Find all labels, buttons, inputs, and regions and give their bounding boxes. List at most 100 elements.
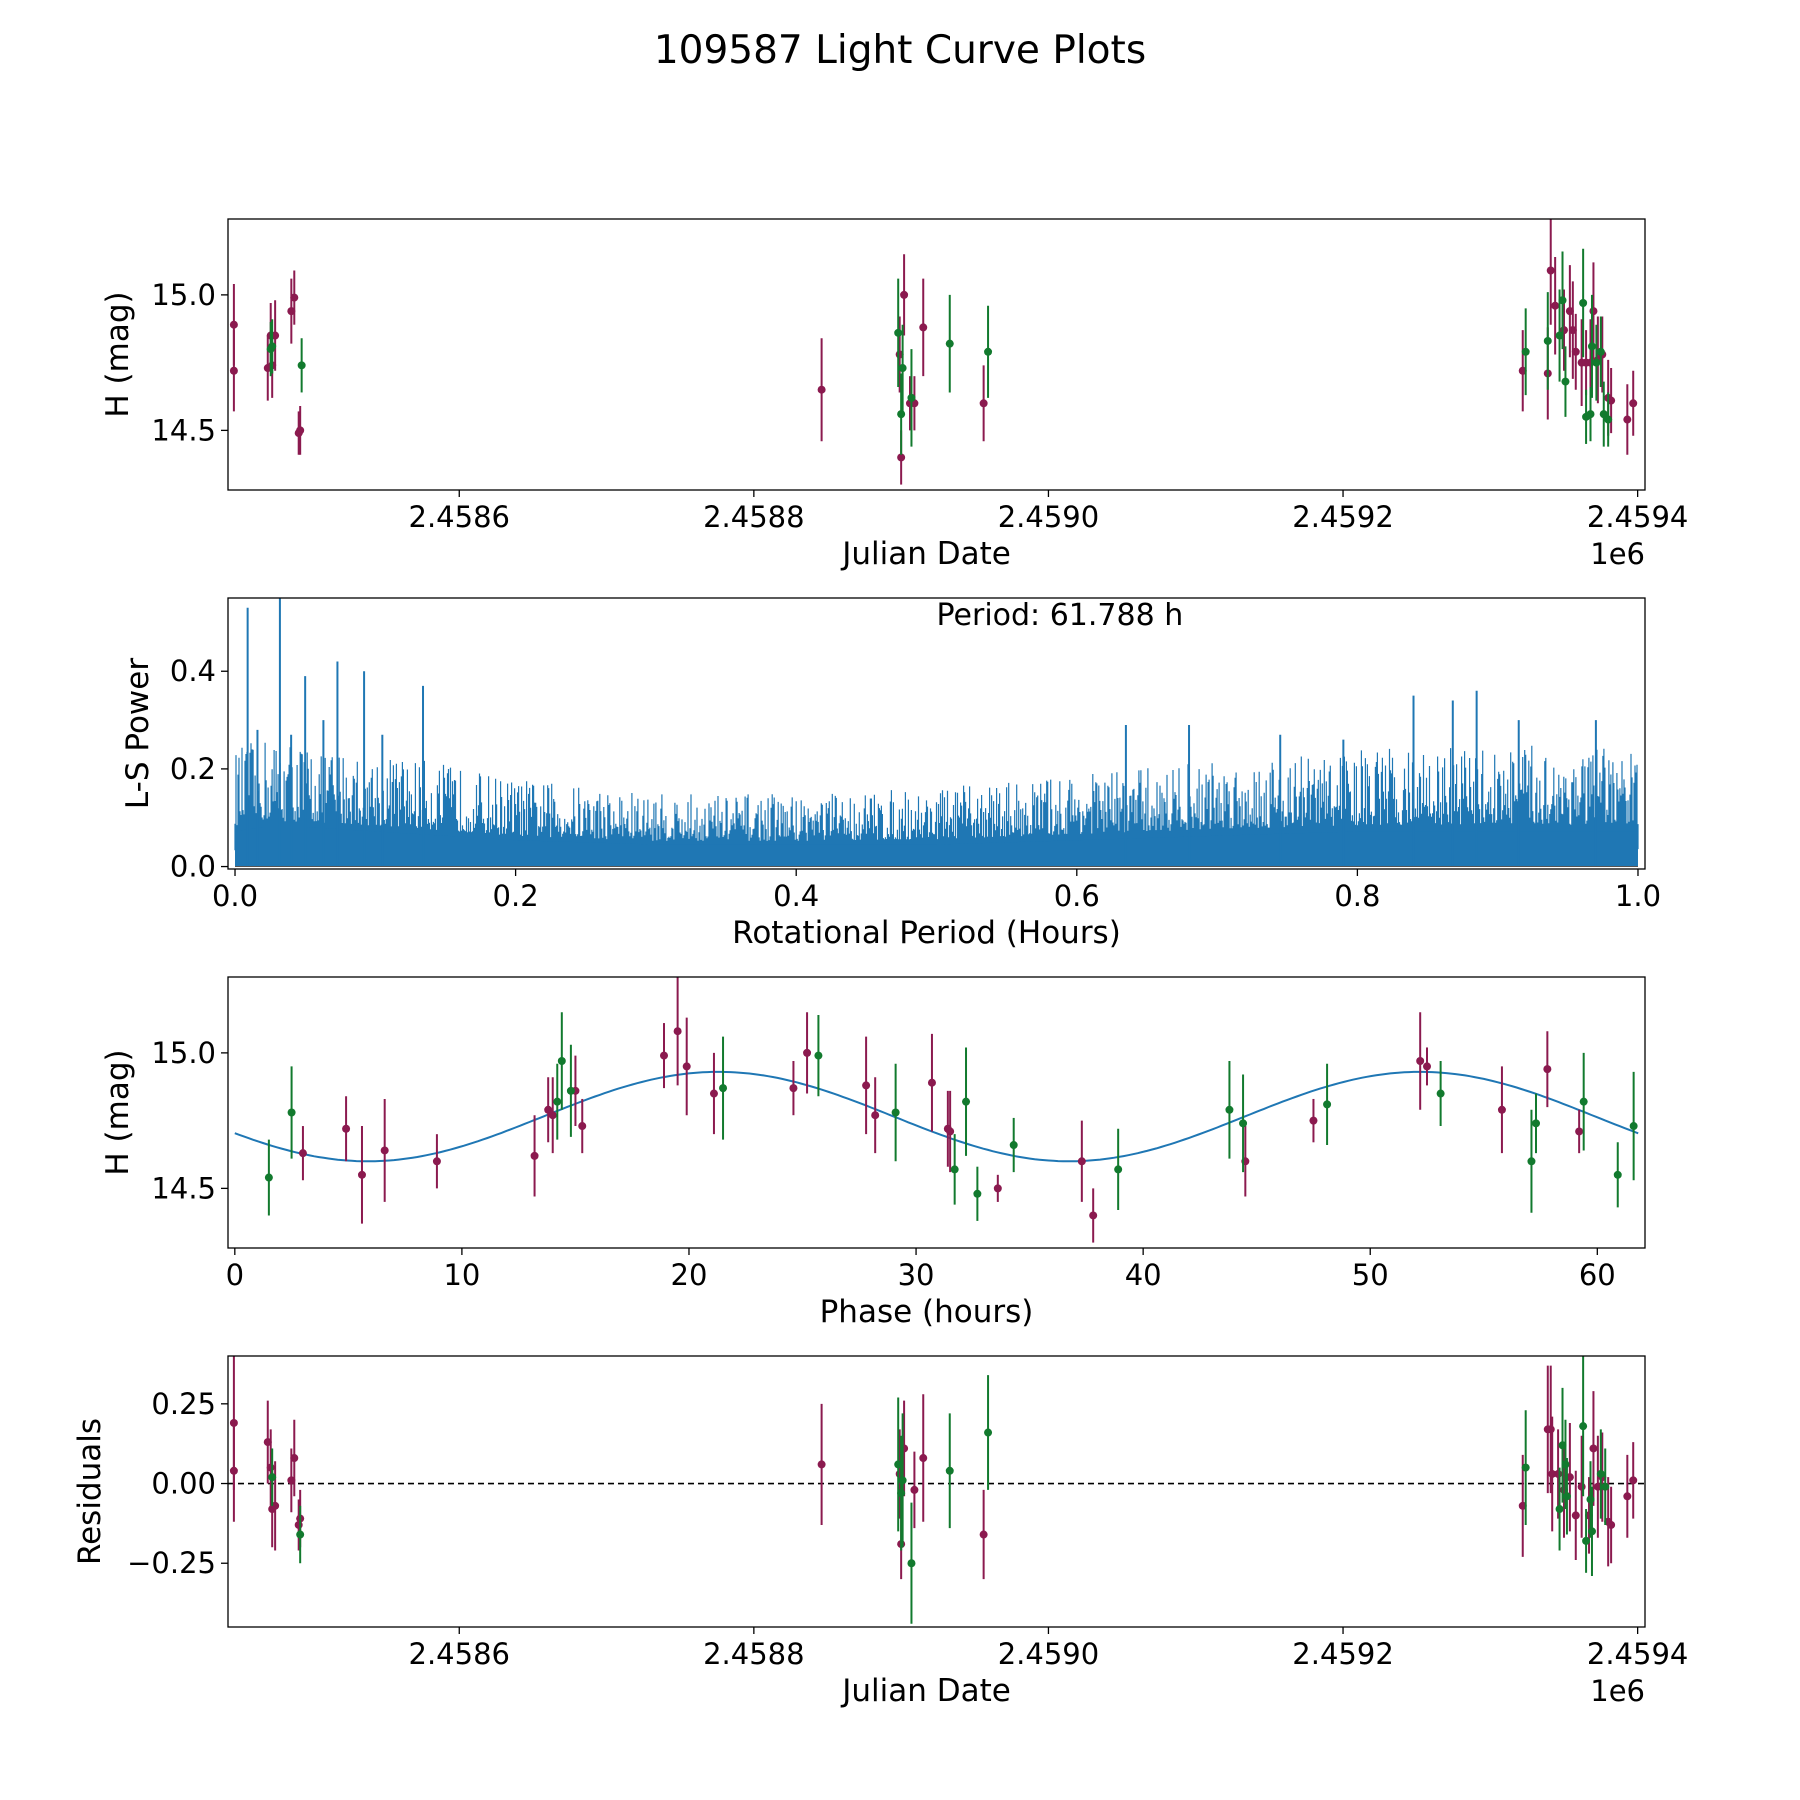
x-tick-label: 0 <box>226 1258 244 1292</box>
data-point <box>1601 1482 1610 1491</box>
data-point <box>789 1084 798 1093</box>
data-point <box>1423 1062 1431 1071</box>
data-point <box>1114 1165 1123 1174</box>
data-point <box>578 1122 587 1131</box>
data-point <box>1596 1469 1605 1478</box>
data-point <box>862 1081 871 1090</box>
data-point <box>357 1170 366 1179</box>
data-point <box>1554 1469 1563 1478</box>
data-point <box>1561 1460 1570 1469</box>
data-point <box>1571 1511 1580 1520</box>
panel-phased: 0 10 20 30 40 50 60 14.5 15.0 Phase (hours) H (mag… <box>100 976 1646 1330</box>
data-point <box>1077 1157 1086 1166</box>
x-tick-label: 2.4594 <box>1587 1637 1688 1671</box>
data-point <box>1521 1463 1530 1472</box>
data-point <box>993 1184 1002 1193</box>
data-point <box>229 366 238 375</box>
data-point <box>287 1108 296 1117</box>
data-point <box>907 393 916 402</box>
data-point <box>1416 1057 1425 1066</box>
data-point <box>894 328 903 337</box>
data-point <box>1604 415 1613 424</box>
data-point <box>1497 1105 1506 1114</box>
data-point <box>296 426 305 435</box>
plot-area <box>228 1356 1645 1624</box>
data-point <box>900 290 909 299</box>
plot-area <box>229 219 1638 485</box>
x-tick-label: 2.4592 <box>1292 500 1393 534</box>
data-point <box>544 1105 553 1114</box>
x-tick-label: 2.4594 <box>1587 500 1688 534</box>
y-tick-label: −0.25 <box>127 1546 216 1580</box>
data-point <box>1623 415 1632 424</box>
x-axis-label: Phase (hours) <box>820 1294 1034 1330</box>
series-r-band <box>298 977 1584 1243</box>
data-point <box>907 1559 916 1568</box>
axes-frame <box>227 597 1646 870</box>
data-point <box>1613 1170 1622 1179</box>
y-tick-label: 0.0 <box>170 850 216 884</box>
data-point <box>897 1489 906 1498</box>
data-point <box>1587 342 1596 351</box>
y-tick-label: 0.2 <box>170 752 216 786</box>
data-point <box>296 1530 305 1539</box>
period-annotation: Period: 61.788 h <box>937 598 1184 633</box>
data-point <box>803 1048 812 1057</box>
data-point <box>1555 1505 1564 1514</box>
data-point <box>1562 1492 1571 1501</box>
data-point <box>342 1124 351 1133</box>
data-point <box>897 410 906 419</box>
series-g-band <box>264 1012 1638 1221</box>
data-point <box>1521 347 1530 356</box>
data-point <box>973 1189 982 1198</box>
data-point <box>945 339 954 348</box>
y-axis-label: Residuals <box>72 1418 108 1565</box>
x-tick-label: 2.4590 <box>998 1637 1099 1671</box>
data-point <box>709 1089 718 1098</box>
data-point <box>380 1146 389 1155</box>
data-point <box>1629 399 1638 408</box>
data-point <box>984 1428 993 1437</box>
data-point <box>432 1157 441 1166</box>
x-tick-label: 10 <box>443 1258 480 1292</box>
data-point <box>1579 1097 1588 1106</box>
x-tick-label: 0.4 <box>773 879 819 913</box>
data-point <box>946 1127 955 1136</box>
data-point <box>298 1149 307 1158</box>
x-tick-label: 60 <box>1579 1258 1616 1292</box>
data-point <box>1599 410 1608 419</box>
x-tick-label: 0.0 <box>212 879 258 913</box>
data-point <box>1089 1211 1098 1220</box>
data-point <box>229 1466 238 1475</box>
x-tick-label: 2.4590 <box>998 500 1099 534</box>
data-point <box>719 1084 728 1093</box>
y-axis-label: H (mag) <box>100 1049 136 1175</box>
plot-area <box>234 598 1639 868</box>
y-axis-label: L-S Power <box>120 658 156 809</box>
series-g-band <box>268 1356 1610 1624</box>
data-point <box>1543 1065 1552 1074</box>
data-point <box>814 1051 823 1060</box>
data-point <box>297 361 306 370</box>
data-point <box>817 1460 826 1469</box>
series-r-band <box>229 219 1638 485</box>
panel-residuals: 2.4586 2.4588 2.4590 2.4592 2.4594 0.25 0.00 −0… <box>72 1355 1688 1709</box>
y-tick-label: 0.00 <box>151 1467 216 1501</box>
data-point <box>268 342 277 351</box>
data-point <box>891 1108 900 1117</box>
data-point <box>266 1463 275 1472</box>
data-point <box>553 1097 562 1106</box>
x-tick-label: 50 <box>1352 1258 1389 1292</box>
data-point <box>530 1151 539 1160</box>
y-tick-label: 0.4 <box>170 654 216 688</box>
data-point <box>1225 1105 1234 1114</box>
data-point <box>1596 347 1605 356</box>
x-offset-label: 1e6 <box>1590 1674 1645 1708</box>
data-point <box>962 1097 971 1106</box>
data-point <box>1629 1476 1638 1485</box>
x-tick-label: 40 <box>1125 1258 1162 1292</box>
data-point <box>1586 1495 1595 1504</box>
axes-frame <box>227 976 1646 1249</box>
model-curve <box>234 1070 1639 1163</box>
